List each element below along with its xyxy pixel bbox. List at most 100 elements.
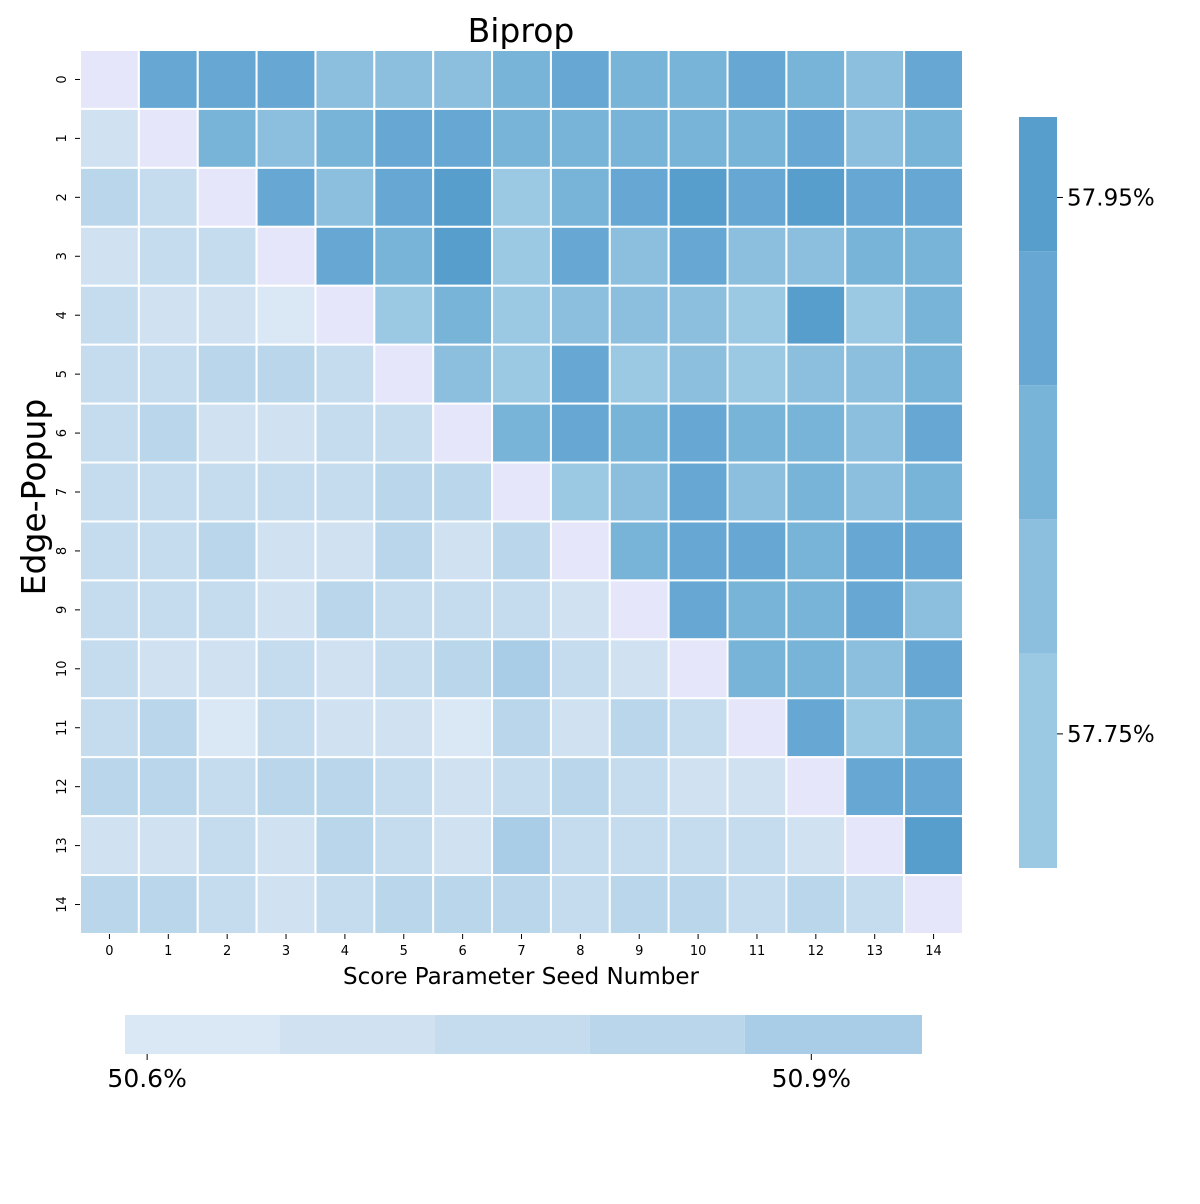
colorbar-segment — [279, 1015, 435, 1054]
heatmap-cell — [137, 49, 199, 110]
heatmap-cell — [608, 756, 670, 818]
heatmap-cell — [844, 756, 906, 818]
heatmap-cell — [491, 756, 552, 818]
heatmap-cell — [255, 461, 317, 523]
colorbar-tick-label: 57.95% — [1067, 185, 1155, 211]
heatmap-cell — [549, 402, 611, 464]
heatmap-cell — [79, 638, 140, 700]
heatmap-cell — [79, 697, 140, 759]
heatmap-cell — [608, 815, 670, 877]
heatmap-cell — [667, 520, 729, 582]
heatmap-cell — [903, 579, 965, 641]
heatmap-cell — [608, 284, 670, 346]
heatmap-cell — [79, 874, 140, 935]
heatmap-cell — [726, 166, 788, 228]
heatmap-cell — [785, 284, 847, 346]
heatmap-cell — [79, 107, 140, 169]
x-tick-label: 12 — [808, 944, 825, 959]
colorbar-segment — [125, 1015, 280, 1054]
x-tick-label: 11 — [749, 944, 766, 959]
heatmap-cell — [549, 166, 611, 228]
heatmap-cell — [608, 520, 670, 582]
heatmap-cell — [196, 166, 258, 228]
heatmap-cell — [785, 49, 847, 110]
colorbar-bottom: 50.6% 50.9% — [107, 1015, 922, 1093]
heatmap-cell — [432, 756, 494, 818]
heatmap-cell — [314, 461, 376, 523]
x-axis-ticks: 0 1 2 3 4 5 6 7 8 9 10 11 12 13 14 — [105, 934, 942, 959]
heatmap-cell — [137, 402, 199, 464]
heatmap-cell — [196, 579, 258, 641]
heatmap-cell — [373, 874, 435, 935]
heatmap-cell — [667, 697, 729, 759]
heatmap-cell — [491, 284, 552, 346]
heatmap-cell — [667, 225, 729, 287]
heatmap-cell — [196, 343, 258, 405]
colorbar-segment — [1019, 117, 1057, 252]
heatmap-cell — [608, 579, 670, 641]
heatmap-cell — [373, 284, 435, 346]
heatmap-cell — [844, 402, 906, 464]
x-tick-label: 14 — [925, 944, 942, 959]
heatmap-cell — [432, 697, 494, 759]
heatmap-cell — [491, 225, 552, 287]
heatmap-cell — [785, 107, 847, 169]
heatmap-cell — [491, 579, 552, 641]
x-tick-label: 6 — [458, 944, 466, 959]
heatmap-cell — [196, 49, 258, 110]
heatmap-cell — [196, 697, 258, 759]
heatmap-cell — [608, 461, 670, 523]
heatmap-cell — [903, 461, 965, 523]
heatmap-cell — [255, 579, 317, 641]
heatmap-cell — [667, 815, 729, 877]
x-tick-label: 5 — [400, 944, 408, 959]
y-tick-label: 7 — [55, 488, 70, 496]
heatmap-cell — [432, 520, 494, 582]
heatmap-cell — [844, 520, 906, 582]
heatmap-cell — [314, 225, 376, 287]
x-tick-label: 9 — [635, 944, 643, 959]
heatmap-cell — [608, 697, 670, 759]
heatmap-cell — [373, 225, 435, 287]
heatmap-cell — [549, 520, 611, 582]
colorbar-segment — [434, 1015, 590, 1054]
colorbar-segment — [744, 1015, 922, 1054]
y-tick-label: 12 — [55, 778, 70, 795]
heatmap-cell — [255, 402, 317, 464]
heatmap-cell — [255, 284, 317, 346]
heatmap-cell — [903, 166, 965, 228]
colorbar-segment — [589, 1015, 745, 1054]
heatmap-cell — [255, 697, 317, 759]
heatmap-cell — [549, 284, 611, 346]
heatmap-cell — [432, 402, 494, 464]
heatmap-cell — [196, 874, 258, 935]
heatmap-cell — [667, 284, 729, 346]
heatmap-cell — [903, 697, 965, 759]
heatmap-cell — [549, 343, 611, 405]
heatmap-cell — [844, 49, 906, 110]
heatmap-cell — [79, 461, 140, 523]
heatmap-cell — [844, 815, 906, 877]
heatmap-cell — [373, 579, 435, 641]
heatmap-cell — [373, 343, 435, 405]
heatmap-cell — [432, 579, 494, 641]
heatmap-cell — [373, 107, 435, 169]
heatmap-cell — [491, 815, 552, 877]
heatmap-cell — [726, 343, 788, 405]
heatmap-cell — [79, 815, 140, 877]
y-tick-label: 14 — [55, 896, 70, 913]
heatmap-cell — [785, 815, 847, 877]
heatmap-cell — [667, 49, 729, 110]
heatmap-cell — [137, 520, 199, 582]
heatmap-cell — [137, 225, 199, 287]
colorbar-segment — [1019, 653, 1057, 868]
heatmap-cell — [491, 343, 552, 405]
heatmap-cell — [785, 343, 847, 405]
y-tick-label: 2 — [55, 193, 70, 201]
heatmap-cell — [608, 638, 670, 700]
heatmap-cell — [491, 520, 552, 582]
heatmap-cell — [79, 343, 140, 405]
x-tick-label: 0 — [105, 944, 113, 959]
heatmap-cell — [549, 874, 611, 935]
